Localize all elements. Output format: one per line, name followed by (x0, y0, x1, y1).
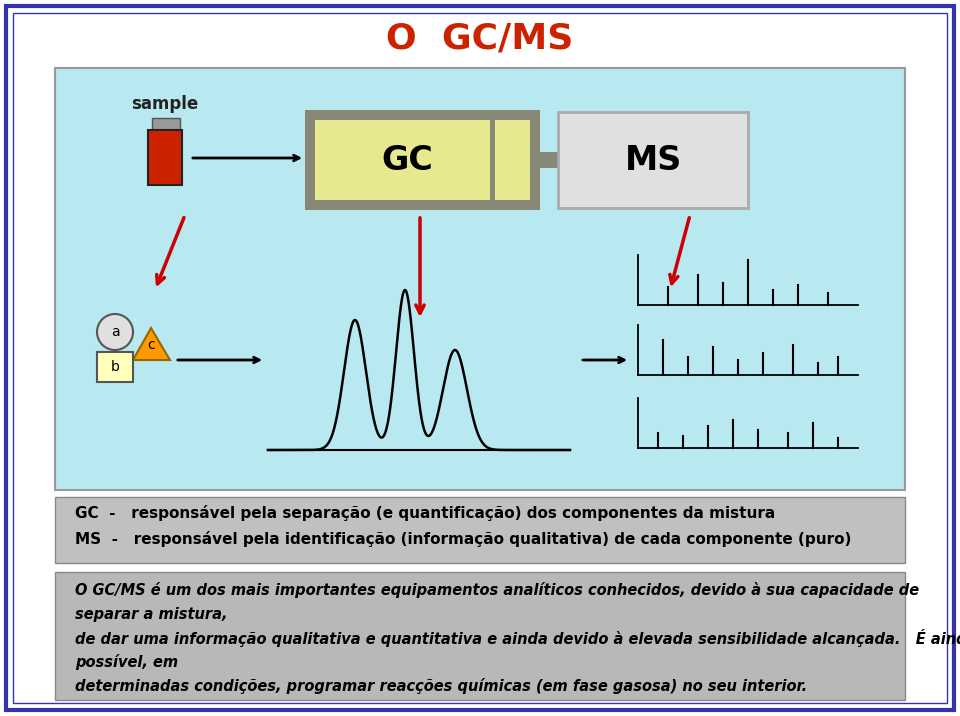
Text: separar a mistura,: separar a mistura, (75, 606, 228, 621)
Bar (55, 68, 905, 490)
Bar (55, 497, 905, 563)
Bar (97, 352, 133, 382)
Bar (305, 110, 540, 210)
Bar (152, 118, 180, 130)
Text: sample: sample (132, 95, 199, 113)
Bar (315, 120, 490, 200)
Polygon shape (133, 328, 170, 360)
Bar (540, 152, 558, 168)
Bar (55, 572, 905, 700)
Text: de dar uma informação qualitativa e quantitativa e ainda devido à elevada sensib: de dar uma informação qualitativa e quan… (75, 629, 960, 647)
Text: GC: GC (381, 143, 433, 177)
Text: b: b (110, 360, 119, 374)
Text: MS  -   responsável pela identificação (informação qualitativa) de cada componen: MS - responsável pela identificação (inf… (75, 531, 852, 547)
Text: MS: MS (624, 143, 682, 177)
Bar (558, 112, 748, 208)
Text: O GC/MS é um dos mais importantes equipamentos analíticos conhecidos, devido à s: O GC/MS é um dos mais importantes equipa… (75, 582, 919, 598)
Text: c: c (147, 338, 155, 352)
Text: possível, em: possível, em (75, 654, 179, 670)
Text: GC  -   responsável pela separação (e quantificação) dos componentes da mistura: GC - responsável pela separação (e quant… (75, 505, 776, 521)
Text: O  GC/MS: O GC/MS (386, 21, 574, 55)
Text: determinadas condições, programar reacções químicas (em fase gasosa) no seu inte: determinadas condições, programar reacçõ… (75, 678, 807, 694)
Text: a: a (110, 325, 119, 339)
Bar (495, 120, 530, 200)
Circle shape (97, 314, 133, 350)
Bar (148, 130, 182, 185)
